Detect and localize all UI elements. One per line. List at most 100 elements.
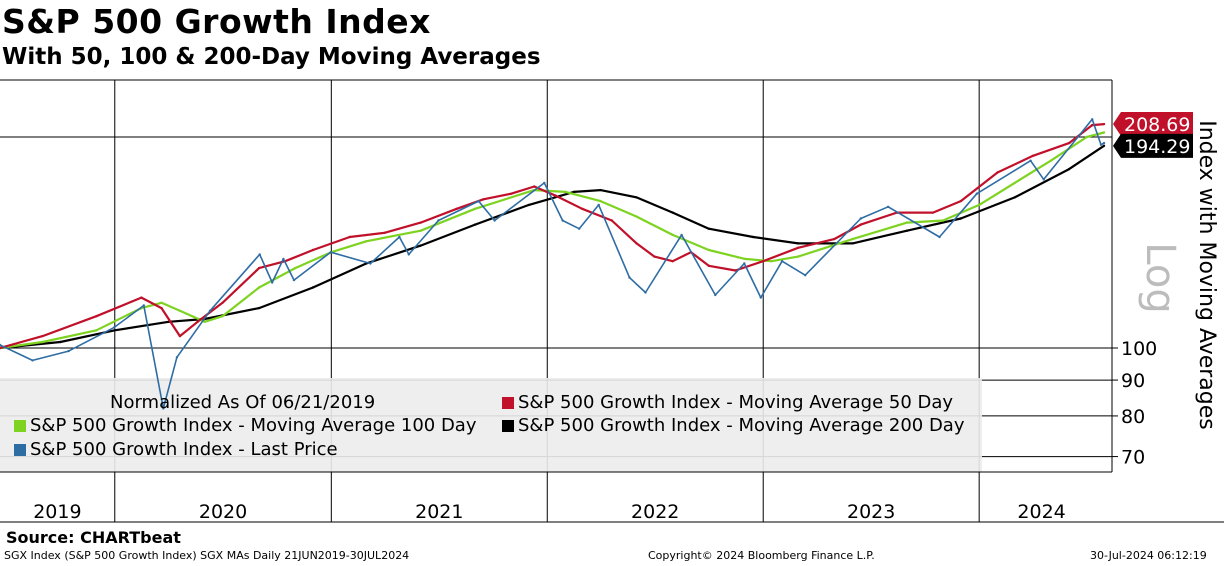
data-point-last_price xyxy=(975,192,978,195)
data-point-ma50 xyxy=(1091,123,1094,127)
y-tick-label: 70 xyxy=(1121,447,1145,469)
data-point-ma100 xyxy=(1049,159,1053,162)
data-point-ma50 xyxy=(996,171,999,174)
data-point-ma50 xyxy=(931,211,935,214)
x-tick-label: 2020 xyxy=(199,501,247,523)
data-point-last_price xyxy=(162,407,165,410)
data-point-ma200 xyxy=(851,242,854,245)
data-point-ma100 xyxy=(178,309,182,312)
legend-header: Normalized As Of 06/21/2019 xyxy=(110,392,375,413)
data-point-ma100 xyxy=(365,240,368,243)
data-point-ma200 xyxy=(113,329,117,332)
data-point-ma50 xyxy=(554,194,557,197)
legend-swatch-last_price xyxy=(14,444,26,456)
data-point-ma50 xyxy=(707,264,710,267)
data-point-last_price xyxy=(597,203,600,207)
data-point-last_price xyxy=(437,219,440,222)
data-point-ma100 xyxy=(203,320,206,323)
data-point-ma100 xyxy=(635,215,638,218)
data-point-last_price xyxy=(113,326,116,329)
legend: Normalized As Of 06/21/2019 S&P 500 Growt… xyxy=(14,392,965,460)
chart-title: S&P 500 Growth Index xyxy=(2,2,431,41)
data-point-ma200 xyxy=(959,217,962,220)
data-point-ma50 xyxy=(41,334,44,338)
data-point-ma50 xyxy=(510,192,513,195)
x-axis: 2019 2020 2021 2022 2023 2024 xyxy=(33,501,1066,523)
data-point-last_price xyxy=(67,349,70,353)
data-point-ma100 xyxy=(160,301,163,304)
data-point-ma50 xyxy=(734,269,737,272)
data-point-ma50 xyxy=(0,346,2,350)
y-axis: 70 80 90 100 xyxy=(1112,338,1157,469)
data-point-last_price xyxy=(628,276,631,279)
data-point-ma200 xyxy=(796,242,800,245)
data-point-ma50 xyxy=(383,231,386,234)
data-point-last_price xyxy=(271,281,274,284)
data-point-last_price xyxy=(407,253,410,256)
data-point-ma50 xyxy=(221,301,224,304)
data-point-last_price xyxy=(644,291,647,294)
data-point-ma50 xyxy=(859,223,862,226)
data-point-ma200 xyxy=(527,203,531,207)
data-point-last_price xyxy=(759,296,762,299)
x-tick-label: 2022 xyxy=(631,501,679,523)
data-point-ma50 xyxy=(762,260,765,263)
last-value-text: 194.29 xyxy=(1124,136,1190,158)
data-point-ma50 xyxy=(419,221,422,224)
data-point-ma100 xyxy=(419,229,422,232)
data-point-ma200 xyxy=(707,227,710,230)
data-point-last_price xyxy=(175,356,179,359)
timestamp: 30-Jul-2024 06:12:19 xyxy=(1090,549,1207,562)
series-line-last_price xyxy=(0,118,1105,410)
data-point-ma200 xyxy=(1067,167,1071,171)
data-point-ma50 xyxy=(196,320,199,323)
data-point-ma100 xyxy=(473,207,477,210)
data-point-ma200 xyxy=(1102,144,1106,147)
data-point-last_price xyxy=(578,227,581,230)
data-point-ma200 xyxy=(635,196,638,199)
legend-label-ma200: S&P 500 Growth Index - Moving Average 20… xyxy=(518,415,965,436)
data-point-ma200 xyxy=(572,190,576,194)
data-point-ma50 xyxy=(533,185,536,188)
data-point-ma200 xyxy=(752,235,755,239)
data-point-ma100 xyxy=(41,340,44,344)
plot-frame xyxy=(0,79,1224,523)
data-point-last_price xyxy=(1102,141,1106,145)
data-point-ma100 xyxy=(257,286,261,289)
data-point-ma100 xyxy=(564,190,567,194)
legend-swatch-ma200 xyxy=(502,420,514,432)
data-point-ma50 xyxy=(671,260,674,263)
x-tick-label: 2019 xyxy=(33,501,81,523)
log-scale-label: Log xyxy=(1137,242,1183,313)
data-point-ma200 xyxy=(59,340,62,344)
data-point-ma50 xyxy=(833,237,836,241)
data-point-ma100 xyxy=(796,255,800,258)
data-point-ma200 xyxy=(257,306,261,310)
data-point-last_price xyxy=(208,309,212,312)
last-value-tag-ma200: 194.29 xyxy=(1113,133,1193,158)
data-point-ma50 xyxy=(959,199,962,203)
data-point-last_price xyxy=(804,274,807,277)
legend-swatch-ma50 xyxy=(502,397,514,409)
data-point-ma50 xyxy=(160,306,163,310)
data-point-ma100 xyxy=(770,260,773,263)
data-point-last_price xyxy=(477,199,480,203)
data-point-last_price xyxy=(680,233,683,237)
ticker-info: SGX Index (S&P 500 Growth Index) SGX MAs… xyxy=(4,549,410,562)
data-point-ma200 xyxy=(419,244,422,247)
data-point-ma50 xyxy=(796,246,800,249)
data-point-last_price xyxy=(1042,178,1045,181)
data-point-ma50 xyxy=(95,315,98,318)
data-point-ma200 xyxy=(905,229,909,232)
data-point-ma50 xyxy=(482,198,485,201)
last-value-flag xyxy=(1113,133,1193,158)
data-point-last_price xyxy=(780,260,784,263)
data-point-last_price xyxy=(0,343,2,347)
y-axis-label: Index with Moving Averages xyxy=(1194,120,1219,430)
data-point-ma50 xyxy=(257,266,261,270)
copyright: Copyright© 2024 Bloomberg Finance L.P. xyxy=(648,549,875,562)
data-point-last_price xyxy=(292,278,296,282)
data-point-ma100 xyxy=(599,199,602,203)
data-point-ma100 xyxy=(221,315,224,318)
